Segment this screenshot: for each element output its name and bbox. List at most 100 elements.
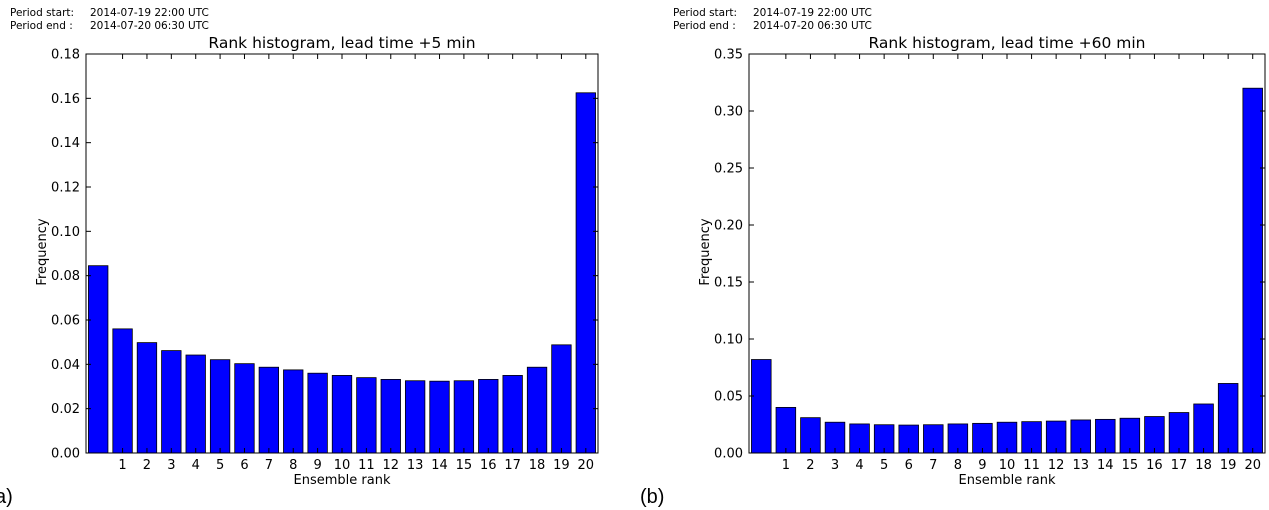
y-tick-label: 0.35 xyxy=(714,48,743,63)
y-tick-label: 0.18 xyxy=(51,48,80,63)
y-tick-label: 0.05 xyxy=(714,390,743,405)
x-tick-label: 20 xyxy=(1244,458,1261,473)
x-tick-label: 4 xyxy=(855,458,863,473)
bar-rank-19 xyxy=(551,344,572,454)
x-tick-label: 18 xyxy=(1195,458,1212,473)
x-tick-label: 11 xyxy=(1023,458,1040,473)
bar-rank-17 xyxy=(502,375,523,454)
bar-rank-10 xyxy=(331,375,353,454)
x-tick-label: 3 xyxy=(831,458,839,473)
period-end-value: 2014-07-20 06:30 UTC xyxy=(753,20,872,32)
x-tick-label: 7 xyxy=(265,458,273,473)
x-tick-label: 6 xyxy=(240,458,248,473)
period-start-value: 2014-07-19 22:00 UTC xyxy=(753,7,872,19)
x-tick-label: 10 xyxy=(334,458,351,473)
bar-rank-2 xyxy=(136,342,158,454)
y-tick-label: 0.10 xyxy=(714,333,743,348)
bar-rank-7 xyxy=(258,366,280,454)
x-tick-label: 9 xyxy=(978,458,986,473)
y-tick-label: 0.00 xyxy=(714,447,743,462)
bar-rank-20 xyxy=(1242,87,1263,454)
x-tick-label: 7 xyxy=(929,458,937,473)
bar-rank-9 xyxy=(307,372,328,454)
chart-panel-a: Period start: 2014-07-19 22:00 UTC Perio… xyxy=(0,7,599,508)
x-tick-label: 14 xyxy=(431,458,448,473)
bar-rank-3 xyxy=(161,350,182,454)
x-tick-label: 14 xyxy=(1097,458,1114,473)
bar-rank-15 xyxy=(453,380,475,454)
bar-rank-11 xyxy=(356,377,377,454)
bar-rank-0 xyxy=(88,265,109,454)
y-tick-label: 0.14 xyxy=(51,136,80,151)
y-axis-label: Frequency xyxy=(35,218,50,285)
period-start-label: Period start: xyxy=(673,7,737,19)
y-axis-ticks: 0.00 0.02 0.04 0.06 0.08 0.10 0.12 0.14 0.16 0.18 xyxy=(51,48,598,462)
period-end-value: 2014-07-20 06:30 UTC xyxy=(90,20,209,32)
bar-rank-2 xyxy=(800,417,821,454)
x-tick-label: 9 xyxy=(313,458,321,473)
x-axis-ticks: 1 2 3 4 5 6 7 8 9 10 11 12 13 14 15 16 17 18 19 20 xyxy=(782,54,1261,473)
bar-rank-0 xyxy=(751,359,772,454)
bar-rank-5 xyxy=(209,359,231,454)
x-tick-label: 17 xyxy=(504,458,521,473)
bar-rank-6 xyxy=(234,363,255,454)
x-tick-label: 20 xyxy=(578,458,595,473)
y-axis-label: Frequency xyxy=(698,218,713,285)
period-start-label: Period start: xyxy=(10,7,74,19)
plot-frame xyxy=(748,53,1266,454)
y-tick-label: 0.12 xyxy=(51,181,80,196)
panel-tag: (b) xyxy=(640,486,664,508)
x-tick-label: 19 xyxy=(1220,458,1237,473)
bar-rank-17 xyxy=(1168,412,1190,454)
x-tick-label: 18 xyxy=(529,458,546,473)
y-tick-label: 0.08 xyxy=(51,269,80,284)
x-tick-label: 11 xyxy=(358,458,375,473)
x-tick-label: 5 xyxy=(880,458,888,473)
x-tick-label: 2 xyxy=(143,458,151,473)
x-axis-ticks: 1 2 3 4 5 6 7 8 9 10 11 12 13 14 15 16 17 18 19 20 xyxy=(118,54,594,473)
x-tick-label: 16 xyxy=(1146,458,1163,473)
x-axis-label: Ensemble rank xyxy=(959,473,1056,488)
y-tick-label: 0.10 xyxy=(51,225,80,240)
chart-panel-b: Period start: 2014-07-19 22:00 UTC Perio… xyxy=(640,7,1266,508)
x-tick-label: 1 xyxy=(782,458,790,473)
x-tick-label: 8 xyxy=(954,458,962,473)
bar-rank-19 xyxy=(1217,383,1239,454)
bar-rank-18 xyxy=(526,366,548,454)
x-tick-label: 4 xyxy=(192,458,200,473)
y-tick-label: 0.25 xyxy=(714,162,743,177)
bar-rank-1 xyxy=(112,328,133,454)
x-tick-label: 6 xyxy=(905,458,913,473)
bar-rank-13 xyxy=(404,380,426,454)
x-tick-label: 19 xyxy=(553,458,570,473)
period-end-label: Period end : xyxy=(10,20,73,32)
bar-rank-12 xyxy=(380,379,401,454)
y-tick-label: 0.04 xyxy=(51,358,80,373)
y-tick-label: 0.15 xyxy=(714,276,743,291)
bar-rank-16 xyxy=(1144,416,1165,454)
bar-rank-15 xyxy=(1119,417,1141,454)
bar-rank-16 xyxy=(478,379,499,454)
bar-rank-20 xyxy=(575,92,596,454)
x-tick-label: 1 xyxy=(118,458,126,473)
x-tick-label: 8 xyxy=(289,458,297,473)
bar-rank-18 xyxy=(1193,403,1214,454)
x-tick-label: 13 xyxy=(1072,458,1089,473)
bar-rank-4 xyxy=(185,354,206,454)
x-tick-label: 12 xyxy=(382,458,399,473)
bar-rank-14 xyxy=(429,380,450,454)
x-tick-label: 12 xyxy=(1048,458,1065,473)
plot-frame xyxy=(85,53,599,454)
y-tick-label: 0.02 xyxy=(51,402,80,417)
bar-rank-8 xyxy=(283,369,304,454)
y-tick-label: 0.30 xyxy=(714,105,743,120)
x-tick-label: 10 xyxy=(999,458,1016,473)
x-tick-label: 2 xyxy=(806,458,814,473)
bars-group xyxy=(751,87,1263,454)
y-tick-label: 0.20 xyxy=(714,219,743,234)
chart-title: Rank histogram, lead time +60 min xyxy=(868,34,1145,52)
period-end-label: Period end : xyxy=(673,20,736,32)
panel-tag: a) xyxy=(0,486,13,508)
x-tick-label: 17 xyxy=(1171,458,1188,473)
